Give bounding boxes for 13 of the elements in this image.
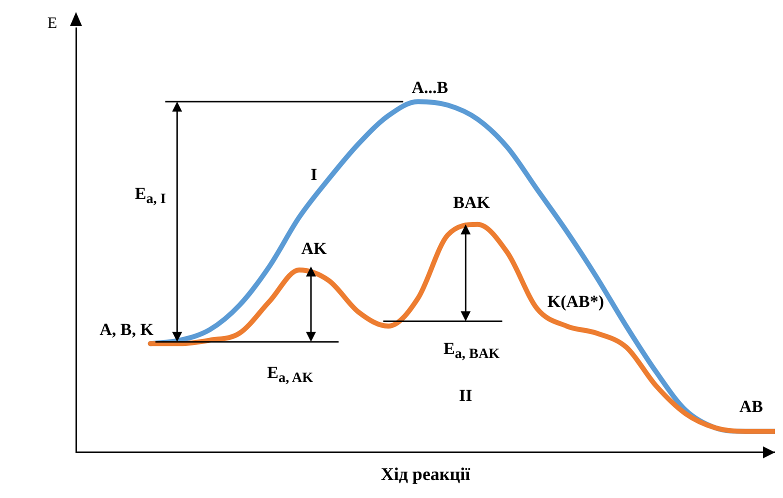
annotation: II [459, 386, 472, 406]
annotation: K(AB*) [547, 292, 604, 312]
annotation: E$_{a, I}$ [134, 184, 166, 209]
x-axis-title: Хід реакції [380, 464, 472, 484]
annotation: E$_{a, BAK}$ [444, 338, 500, 363]
text: E [47, 15, 58, 34]
annotation: AB [739, 396, 764, 417]
annotation: I [310, 165, 318, 186]
annotation: BAK [453, 193, 490, 214]
text: A...B [412, 78, 448, 98]
annotation: AK [301, 238, 327, 259]
annotation: A, B, K [100, 320, 154, 340]
annotation: E$_{a, AK}$ [267, 363, 314, 388]
